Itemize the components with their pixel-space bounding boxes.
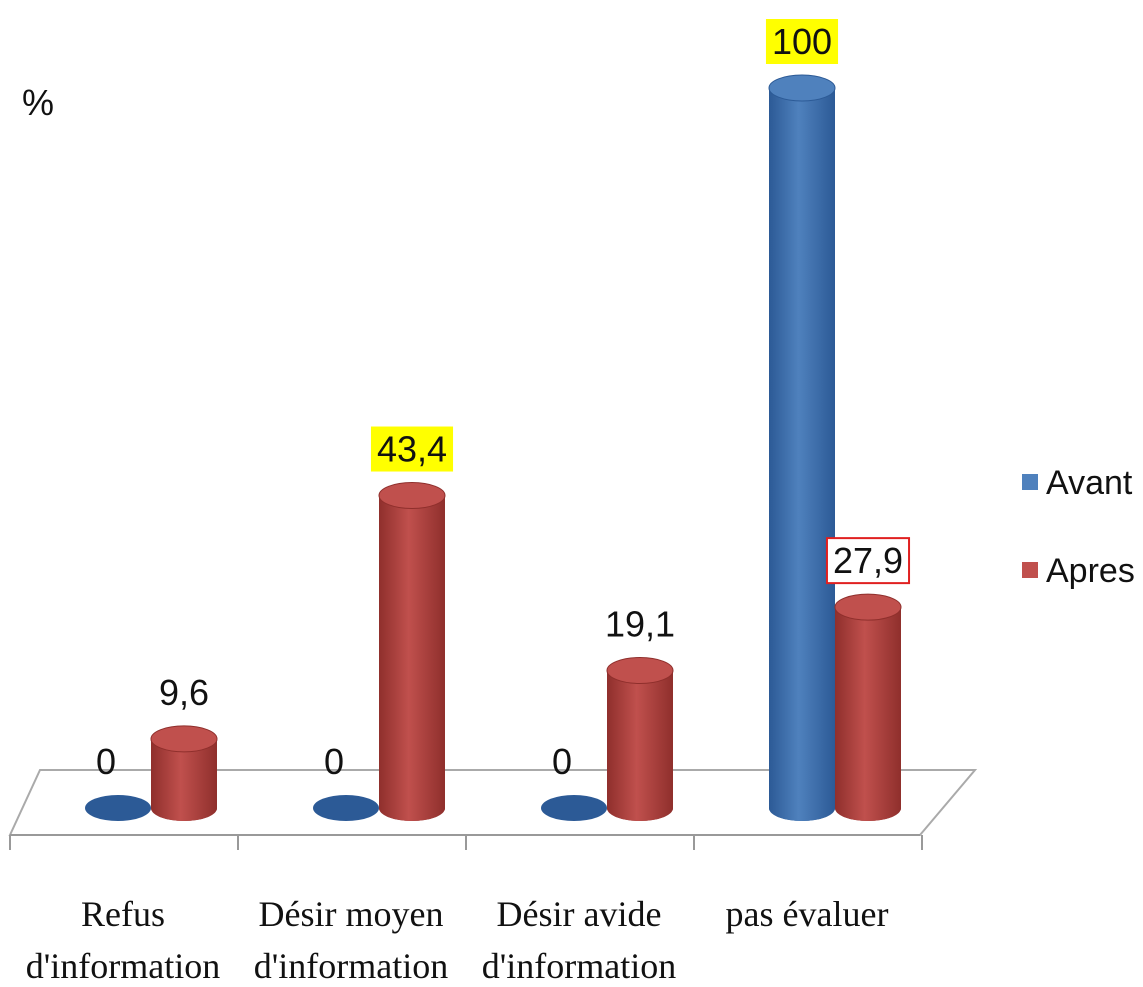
- bar-top: [768, 74, 836, 102]
- bar: [378, 482, 446, 821]
- bar-base: [85, 795, 151, 821]
- data-label: 43,4: [377, 429, 447, 470]
- legend-label: Avant: [1046, 464, 1133, 502]
- bar-body: [379, 495, 445, 808]
- data-label-box: [765, 19, 839, 64]
- legend-swatch: [1022, 474, 1038, 490]
- bar: [606, 656, 674, 821]
- data-label-box: [370, 426, 454, 472]
- x-tick-label: Désir avide d'information: [481, 894, 677, 986]
- data-label: 0: [324, 741, 344, 782]
- bar-base-front: [835, 795, 901, 821]
- bar-top: [834, 593, 902, 621]
- data-label: 9,6: [159, 672, 209, 713]
- bar: [541, 795, 607, 821]
- data-label: 100: [772, 21, 832, 62]
- x-tick-label: Désir moyen d'information: [253, 894, 449, 986]
- x-tick-label: Refus d'information: [25, 894, 221, 986]
- data-label-box: [825, 537, 911, 585]
- bar-base-front: [607, 795, 673, 821]
- bar-base: [541, 795, 607, 821]
- bar-base-front: [151, 795, 217, 821]
- bar-body: [835, 607, 901, 808]
- bar: [313, 795, 379, 821]
- data-label: 0: [552, 741, 572, 782]
- bar: [85, 795, 151, 821]
- bar-base-front: [379, 795, 445, 821]
- data-label: 0: [96, 741, 116, 782]
- bar: [768, 74, 836, 821]
- bar-top: [378, 482, 446, 510]
- x-tick-label: pas évaluer: [725, 894, 889, 934]
- data-label: 27,9: [833, 540, 903, 581]
- bar-body: [769, 88, 835, 808]
- y-axis-label: %: [22, 82, 54, 123]
- legend-swatch: [1022, 562, 1038, 578]
- legend-label: Apres: [1046, 552, 1135, 590]
- bar-top: [150, 725, 218, 753]
- bar-base: [313, 795, 379, 821]
- data-label: 19,1: [605, 603, 675, 644]
- bar-base-front: [769, 795, 835, 821]
- bar-body: [607, 670, 673, 808]
- bar: [150, 725, 218, 821]
- bar: [834, 593, 902, 821]
- bar-top: [606, 656, 674, 684]
